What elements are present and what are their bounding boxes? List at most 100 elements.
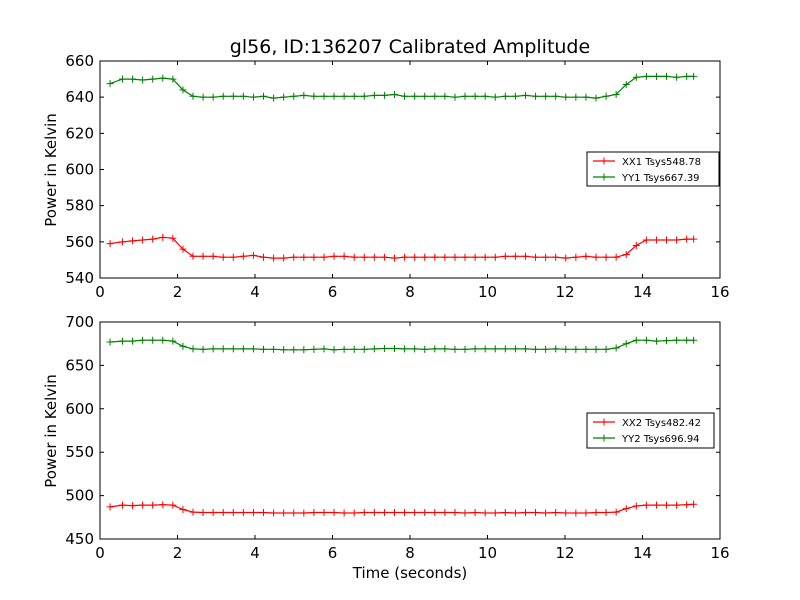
legend-box-top	[586, 151, 720, 187]
data-point-top-0-55	[663, 236, 671, 244]
data-point-bottom-0-8	[189, 508, 197, 516]
data-point-bottom-0-19	[300, 509, 308, 517]
y-tick-label-top-3: 600	[65, 161, 94, 179]
data-point-bottom-1-33	[441, 345, 449, 353]
data-point-top-0-41	[521, 252, 529, 260]
legend-top: XX1 Tsys548.78 YY1 Tsys667.39	[586, 151, 720, 187]
x-tick-label-top-0: 0	[95, 283, 105, 301]
data-point-top-0-1	[118, 238, 126, 246]
data-point-top-1-5	[159, 74, 167, 82]
data-point-bottom-0-2	[129, 502, 137, 510]
data-point-bottom-0-37	[481, 509, 489, 517]
data-point-bottom-0-32	[431, 509, 439, 517]
data-point-top-1-17	[280, 93, 288, 101]
data-point-bottom-1-32	[431, 345, 439, 353]
data-point-top-1-2	[129, 75, 137, 83]
data-point-bottom-0-3	[139, 501, 147, 509]
data-point-top-1-35	[461, 92, 469, 100]
x-tick-label-bottom-4: 8	[405, 544, 415, 562]
data-point-bottom-1-43	[542, 345, 550, 353]
legend-label-top-0: XX1 Tsys548.78	[622, 157, 701, 168]
y-tick-label-bottom-5: 700	[65, 313, 94, 331]
data-point-top-0-4	[149, 235, 157, 243]
data-point-top-1-49	[602, 92, 610, 100]
data-point-bottom-1-23	[340, 345, 348, 353]
data-point-top-1-30	[411, 92, 419, 100]
y-tick-label-top-1: 560	[65, 233, 94, 251]
legend-box-bottom	[586, 412, 715, 449]
y-tick-label-top-0: 540	[65, 269, 94, 287]
data-point-top-0-57	[683, 235, 691, 243]
x-tick-label-top-7: 14	[633, 283, 652, 301]
x-tick-label-top-3: 6	[328, 283, 338, 301]
data-point-bottom-1-12	[229, 345, 237, 353]
data-point-top-1-21	[320, 92, 328, 100]
data-point-top-1-41	[521, 91, 529, 99]
data-point-bottom-0-50	[612, 508, 620, 516]
legend-marker-bottom-1	[600, 434, 608, 442]
y-tick-label-bottom-0: 450	[65, 530, 94, 548]
data-point-top-0-7	[179, 245, 187, 253]
data-point-bottom-0-43	[542, 509, 550, 517]
data-point-top-1-13	[239, 92, 247, 100]
data-point-bottom-0-11	[219, 509, 227, 517]
data-point-bottom-0-47	[582, 509, 590, 517]
panel-bottom: Power in Kelvin Time (seconds) 0 2 4 6 8 10 12…	[42, 313, 730, 582]
data-point-bottom-0-57	[683, 501, 691, 509]
y-tick-label-bottom-3: 600	[65, 400, 94, 418]
data-point-bottom-0-23	[340, 509, 348, 517]
legend-marker-top-1	[600, 173, 608, 181]
data-point-bottom-1-34	[451, 345, 459, 353]
data-point-top-1-50	[612, 90, 620, 98]
y-tick-label-top-6: 660	[65, 52, 94, 70]
data-point-bottom-0-35	[461, 509, 469, 517]
data-point-top-0-16	[270, 254, 278, 262]
data-point-top-1-52	[632, 73, 640, 81]
x-tick-label-top-2: 4	[250, 283, 260, 301]
data-point-top-0-49	[602, 253, 610, 261]
data-point-top-0-21	[320, 253, 328, 261]
data-point-top-0-23	[340, 252, 348, 260]
data-point-top-1-45	[562, 93, 570, 101]
data-point-top-0-53	[642, 236, 650, 244]
data-point-top-0-39	[501, 252, 509, 260]
y-axis-label-top: Power in Kelvin	[42, 113, 60, 227]
data-point-bottom-1-38	[491, 345, 499, 353]
data-point-bottom-0-6	[169, 501, 177, 509]
data-point-bottom-0-15	[260, 509, 268, 517]
data-point-bottom-1-45	[562, 345, 570, 353]
legend-label-bottom-1: YY2 Tsys696.94	[621, 434, 700, 445]
data-point-bottom-0-0	[106, 503, 114, 511]
data-point-bottom-1-24	[350, 345, 358, 353]
data-point-top-0-56	[673, 236, 681, 244]
data-point-top-0-47	[582, 252, 590, 260]
data-point-bottom-0-31	[421, 509, 429, 517]
data-point-bottom-1-27	[380, 344, 388, 352]
data-point-bottom-1-26	[370, 345, 378, 353]
data-point-bottom-1-48	[592, 345, 600, 353]
x-tick-label-top-1: 2	[173, 283, 183, 301]
data-point-top-0-15	[260, 253, 268, 261]
x-axis-label-bottom: Time (seconds)	[352, 564, 468, 582]
data-point-bottom-0-20	[310, 509, 318, 517]
data-point-top-0-24	[350, 253, 358, 261]
data-point-bottom-1-19	[300, 346, 308, 354]
data-point-bottom-1-17	[280, 346, 288, 354]
data-point-top-1-16	[270, 94, 278, 102]
data-point-bottom-1-9	[199, 345, 207, 353]
data-point-bottom-0-48	[592, 509, 600, 517]
data-point-top-1-14	[249, 93, 257, 101]
data-point-bottom-0-41	[521, 509, 529, 517]
y-tick-label-bottom-4: 650	[65, 356, 94, 374]
data-point-top-0-37	[481, 253, 489, 261]
data-point-bottom-0-5	[159, 501, 167, 509]
data-point-bottom-0-42	[532, 509, 540, 517]
data-point-bottom-1-36	[471, 345, 479, 353]
data-point-bottom-1-4	[149, 336, 157, 344]
data-point-top-1-58	[690, 72, 698, 80]
data-point-top-0-51	[622, 250, 630, 258]
data-point-top-0-14	[249, 251, 257, 259]
data-point-top-0-29	[401, 253, 409, 261]
data-point-top-1-26	[370, 91, 378, 99]
